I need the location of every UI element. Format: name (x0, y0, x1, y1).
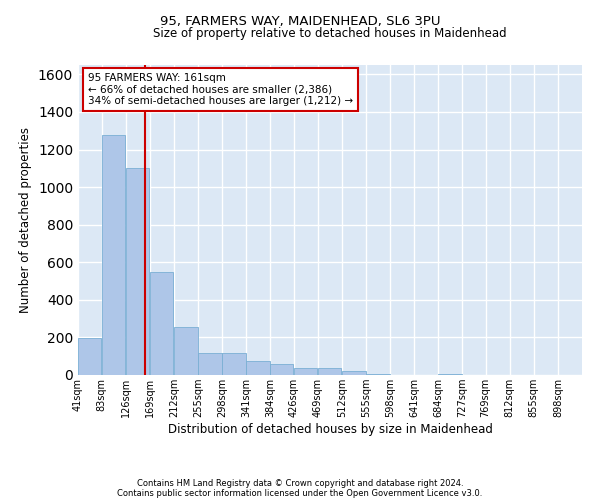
Text: Contains public sector information licensed under the Open Government Licence v3: Contains public sector information licen… (118, 488, 482, 498)
Text: 95 FARMERS WAY: 161sqm
← 66% of detached houses are smaller (2,386)
34% of semi-: 95 FARMERS WAY: 161sqm ← 66% of detached… (88, 72, 353, 106)
Y-axis label: Number of detached properties: Number of detached properties (19, 127, 32, 313)
Bar (342, 371, 365, 375)
Bar (439, 374, 462, 375)
Bar (78, 338, 101, 375)
Bar (198, 354, 221, 375)
Bar (150, 272, 173, 375)
Bar (174, 327, 197, 375)
Bar (366, 374, 389, 375)
Text: 95, FARMERS WAY, MAIDENHEAD, SL6 3PU: 95, FARMERS WAY, MAIDENHEAD, SL6 3PU (160, 15, 440, 28)
Bar (102, 136, 125, 375)
Title: Size of property relative to detached houses in Maidenhead: Size of property relative to detached ho… (153, 27, 507, 40)
Bar (126, 168, 149, 375)
Bar (271, 364, 293, 375)
Bar (246, 361, 270, 375)
Text: Contains HM Land Registry data © Crown copyright and database right 2024.: Contains HM Land Registry data © Crown c… (137, 478, 463, 488)
X-axis label: Distribution of detached houses by size in Maidenhead: Distribution of detached houses by size … (167, 423, 493, 436)
Bar (222, 354, 246, 375)
Bar (294, 368, 317, 375)
Bar (318, 368, 341, 375)
